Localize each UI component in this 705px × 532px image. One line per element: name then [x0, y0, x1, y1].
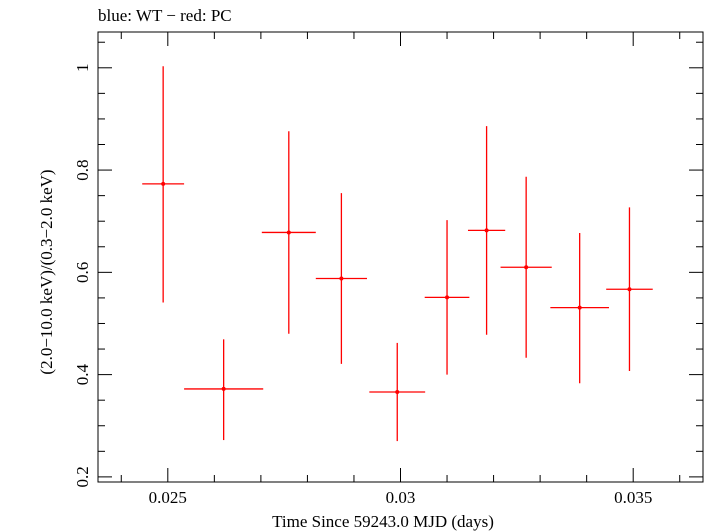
data-point [184, 339, 264, 441]
y-axis-label: (2.0−10.0 keV)/(0.3−2.0 keV) [37, 169, 56, 374]
data-point [424, 220, 470, 375]
axes: 0.025 0.03 0.035 0.2 0.4 0.6 0.8 1 [73, 31, 704, 507]
point-marker [627, 287, 632, 292]
point-marker [395, 390, 400, 394]
point-marker [339, 276, 344, 281]
point-marker [445, 295, 450, 300]
x-tick-label: 0.025 [149, 488, 187, 507]
y-tick-label: 1 [73, 64, 92, 73]
data-point [142, 66, 185, 303]
y-tick-label: 0.8 [73, 159, 92, 180]
data-layer [142, 66, 653, 442]
plot-frame [97, 31, 704, 483]
x-tick-label: 0.035 [614, 488, 652, 507]
point-marker [221, 386, 226, 391]
data-point [467, 126, 506, 335]
data-point [606, 207, 653, 372]
point-marker [286, 230, 291, 235]
point-marker [484, 228, 489, 233]
point-marker [577, 305, 582, 310]
x-axis-label: Time Since 59243.0 MJD (days) [272, 512, 494, 531]
y-tick-label: 0.6 [73, 262, 92, 283]
y-tick-label: 0.4 [73, 363, 92, 385]
data-point [315, 193, 367, 364]
data-point [261, 131, 316, 334]
point-marker [161, 181, 166, 186]
data-point [500, 176, 552, 358]
data-point [369, 342, 426, 442]
chart-title: blue: WT − red: PC [98, 6, 232, 25]
x-tick-label: 0.03 [386, 488, 416, 507]
y-tick-label: 0.2 [73, 466, 92, 487]
data-point [550, 232, 609, 384]
point-marker [524, 265, 529, 270]
